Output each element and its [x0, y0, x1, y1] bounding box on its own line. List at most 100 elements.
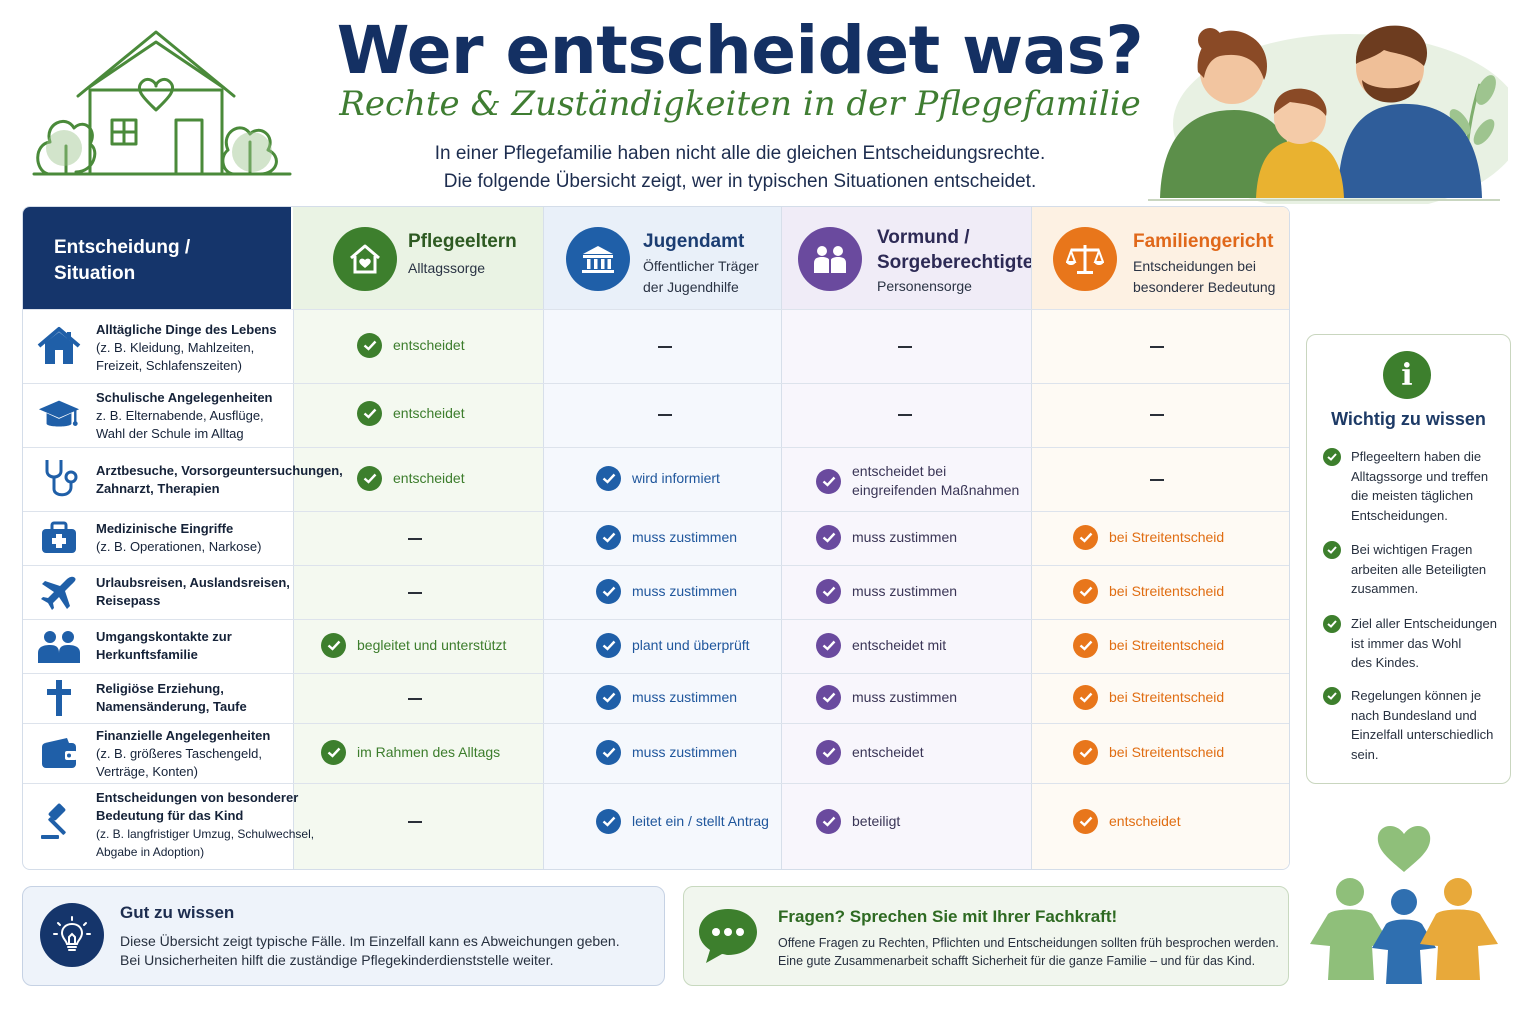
divider	[23, 383, 1289, 384]
check-icon	[596, 740, 621, 765]
divider	[23, 309, 1289, 310]
divider	[23, 511, 1289, 512]
contact-title: Fragen? Sprechen Sie mit Ihrer Fachkraft…	[778, 907, 1118, 926]
cell-text: leitet ein / stellt Antrag	[632, 813, 769, 829]
role-sub-line: Entscheidungen bei	[1133, 258, 1256, 274]
check-icon	[1323, 687, 1341, 705]
empty-dash	[1150, 479, 1164, 481]
row-detail: (z. B. Kleidung, Mahlzeiten,	[96, 340, 255, 355]
row-title-text: Urlaubsreisen, Auslandsreisen,	[96, 575, 290, 590]
empty-dash	[658, 346, 672, 348]
row-title-text: Bedeutung für das Kind	[96, 808, 244, 823]
scales-icon	[1053, 227, 1117, 291]
divider	[543, 207, 544, 869]
cell-text: bei Streitentscheid	[1109, 689, 1225, 705]
cell-decision: entscheidet mit	[816, 633, 946, 658]
building-icon	[566, 227, 630, 291]
contact-text-line: Offene Fragen zu Rechten, Pflichten und …	[778, 936, 1279, 950]
tip-text: Diese Übersicht zeigt typische Fälle. Im…	[120, 932, 620, 970]
divider	[1031, 207, 1032, 869]
medical-bag-icon	[37, 516, 81, 560]
graduation-cap-icon	[37, 393, 81, 437]
header-situation-label: Situation	[54, 263, 136, 284]
cell-decision: muss zustimmen	[596, 740, 737, 765]
row-detail: (z. B. größeres Taschengeld,	[96, 746, 262, 761]
cell-decision: entscheidet	[357, 401, 465, 426]
role-name-line: Sorgeberechtigte	[877, 252, 1034, 273]
header-situation: Entscheidung / Situation	[23, 207, 291, 309]
cell-text: entscheidet bei eingreifenden Maßnahmen	[852, 462, 1019, 500]
cell-text: muss zustimmen	[852, 583, 958, 599]
cell-text: entscheidet	[393, 470, 465, 486]
speech-bubble-icon	[696, 903, 760, 967]
check-icon	[1073, 525, 1098, 550]
header-pflegeeltern: Pflegeeltern Alltagssorge	[293, 207, 543, 309]
row-title-text: Reisepass	[96, 593, 161, 608]
row-detail: z. B. Elternabende, Ausflüge,	[96, 408, 264, 423]
check-icon	[816, 468, 841, 494]
empty-dash	[408, 538, 422, 540]
cell-text: entscheidet	[1109, 813, 1181, 829]
cell-decision: muss zustimmen	[816, 579, 957, 604]
divider	[23, 565, 1289, 566]
house-illustration	[28, 24, 298, 189]
cell-text: im Rahmen des Alltags	[357, 744, 501, 760]
header-familiengericht: Familiengericht Entscheidungen bei beson…	[1031, 207, 1289, 309]
check-icon	[816, 579, 841, 604]
check-icon	[1073, 579, 1098, 604]
cell-text: entscheidet	[393, 337, 465, 353]
check-icon	[816, 740, 841, 765]
cell-text: bei Streitentscheid	[1109, 637, 1225, 653]
empty-dash	[898, 414, 912, 416]
header-situation-label: Entscheidung /	[54, 237, 191, 258]
family-illustration	[1148, 14, 1523, 214]
row-title-text: Entscheidungen von besonderer	[96, 790, 299, 805]
cell-text: entscheidet	[852, 744, 924, 760]
row-title-text: Finanzielle Angelegenheiten	[96, 728, 271, 743]
cell-decision: entscheidet	[357, 333, 465, 358]
info-item-line: Entscheidungen.	[1351, 507, 1448, 523]
check-icon	[1323, 615, 1341, 633]
info-item-line: Regelungen können je	[1351, 688, 1482, 703]
row-title-text: Alltägliche Dinge des Lebens	[96, 322, 277, 337]
role-sub-line: Öffentlicher Träger	[643, 258, 759, 274]
cell-decision: bei Streitentscheid	[1073, 579, 1224, 604]
row-title-text: Namensänderung, Taufe	[96, 699, 247, 714]
people-icon	[798, 227, 862, 291]
role-sub-vormund: Personensorge	[877, 278, 972, 294]
tip-text-line: Diese Übersicht zeigt typische Fälle. Im…	[120, 933, 620, 949]
empty-dash	[1150, 346, 1164, 348]
cell-decision: beteiligt	[816, 809, 900, 834]
role-name-familiengericht: Familiengericht	[1133, 231, 1274, 252]
info-item-line: Alltagssorge und treffen	[1351, 468, 1489, 484]
cell-decision: muss zustimmen	[596, 579, 737, 604]
divider	[781, 207, 782, 869]
check-icon	[596, 525, 621, 550]
page-subtitle: Rechte & Zuständigkeiten in der Pflegefa…	[339, 84, 1141, 124]
row-detail: Wahl der Schule im Alltag	[96, 426, 244, 441]
cell-decision: begleitet und unterstützt	[321, 633, 506, 658]
header-vormund: Vormund / Sorgeberechtigte Personensorge	[781, 207, 1033, 309]
check-icon	[1073, 633, 1098, 658]
cell-text: begleitet und unterstützt	[357, 637, 507, 653]
row-title: Medizinische Eingriffe (z. B. Operatione…	[96, 520, 261, 556]
cell-decision: bei Streitentscheid	[1073, 525, 1224, 550]
cell-text: entscheidet mit	[852, 637, 947, 653]
check-icon	[596, 633, 621, 658]
check-icon	[596, 809, 621, 834]
info-item: Pflegeeltern haben die Alltagssorge und …	[1323, 447, 1488, 525]
cell-text: plant und überprüft	[632, 637, 750, 653]
check-icon	[596, 579, 621, 604]
role-name-vormund: Vormund / Sorgeberechtigte	[877, 225, 1033, 275]
cell-decision: muss zustimmen	[816, 685, 957, 710]
divider	[23, 447, 1289, 448]
empty-dash	[408, 698, 422, 700]
divider	[23, 673, 1289, 674]
check-icon	[596, 466, 621, 491]
tip-title: Gut zu wissen	[120, 903, 235, 922]
info-title: Wichtig zu wissen	[1331, 409, 1486, 429]
check-icon	[816, 685, 841, 710]
check-icon	[816, 633, 841, 658]
row-title-text: Zahnarzt, Therapien	[96, 481, 220, 496]
gavel-icon	[37, 799, 81, 843]
